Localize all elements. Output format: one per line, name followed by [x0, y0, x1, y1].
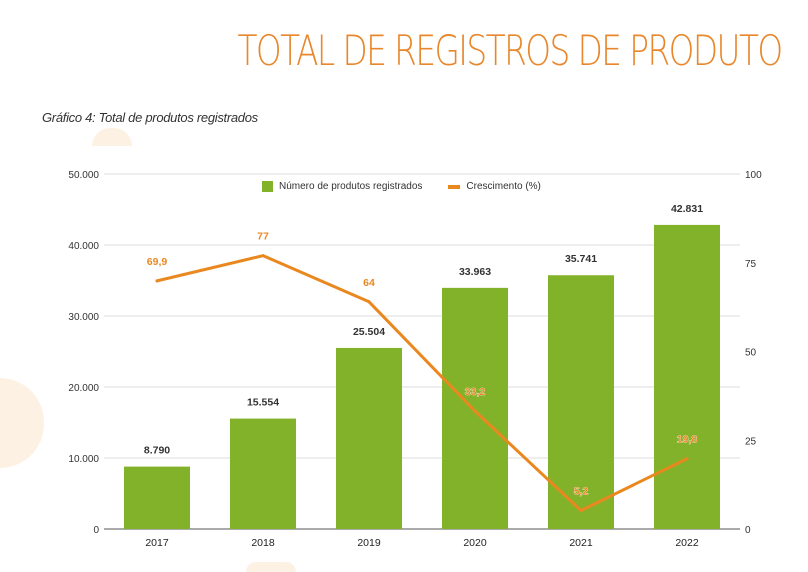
bar-value-label: 8.790 [144, 445, 170, 457]
bar [230, 418, 296, 529]
growth-line [155, 254, 689, 513]
legend-label-bars: Número de produtos registrados [279, 181, 423, 192]
x-axis-tick-label: 2018 [251, 537, 275, 549]
x-axis-tick-label: 2017 [145, 537, 169, 549]
right-axis-ticks: 0 25 50 75 100 [745, 170, 762, 536]
line-point [579, 509, 583, 513]
line-series [155, 254, 689, 513]
left-axis-tick-label: 0 [93, 525, 99, 536]
legend-swatch-line [448, 184, 461, 189]
right-axis-tick-label: 50 [745, 348, 757, 359]
left-axis-ticks: 0 10.000 20.000 30.000 40.000 50.000 [68, 170, 99, 536]
line-value-label: 64 [363, 277, 375, 289]
left-axis-tick-label: 20.000 [68, 383, 99, 394]
bar [654, 224, 720, 529]
legend-item-line: Crescimento (%) [448, 181, 541, 192]
line-value-label: 5,2 [574, 486, 589, 498]
decorative-shape-bottom [246, 562, 296, 572]
right-axis-tick-label: 100 [745, 170, 762, 181]
bar-value-label: 25.504 [353, 326, 385, 338]
line-point [473, 409, 477, 413]
bar [336, 347, 402, 529]
left-axis-tick-label: 30.000 [68, 312, 99, 323]
bar-value-label: 42.831 [671, 203, 703, 215]
line-point [155, 279, 159, 283]
bar [548, 275, 614, 529]
line-value-label: 19,8 [677, 434, 698, 446]
right-axis-tick-label: 0 [745, 525, 751, 536]
left-axis-tick-label: 10.000 [68, 454, 99, 465]
bar-value-label: 33.963 [459, 266, 491, 278]
bar-value-label: 15.554 [247, 397, 279, 409]
line-point [367, 300, 371, 304]
right-axis-tick-label: 25 [745, 436, 757, 447]
line-value-label: 77 [257, 231, 269, 243]
bar-series [124, 224, 720, 529]
x-axis-tick-label: 2019 [357, 537, 381, 549]
legend-swatch-bars [262, 181, 273, 192]
line-point [261, 254, 265, 258]
x-axis-tick-label: 2020 [463, 537, 487, 549]
grid-lines [104, 173, 740, 530]
bar [124, 466, 190, 529]
line-data-labels: 69,9 77 64 33,2 5,2 19,8 [146, 230, 698, 498]
line-value-label: 33,2 [465, 386, 486, 398]
bar-value-label: 35.741 [565, 253, 597, 265]
bar-data-labels: 8.790 15.554 25.504 33.963 35.741 42.831 [144, 203, 703, 457]
page-title: TOTAL DE REGISTROS DE PRODUTO [237, 26, 784, 75]
chart-legend: Número de produtos registrados Crescimen… [262, 181, 541, 192]
figure-caption: Gráfico 4: Total de produtos registrados [42, 110, 258, 125]
line-value-label: 69,9 [147, 256, 168, 268]
x-axis-tick-label: 2021 [569, 537, 593, 549]
x-axis-tick-label: 2022 [675, 537, 699, 549]
left-axis-tick-label: 50.000 [68, 170, 99, 181]
legend-label-line: Crescimento (%) [466, 181, 541, 192]
right-axis-tick-label: 75 [745, 259, 757, 270]
x-axis-tick-labels: 2017 2018 2019 2020 2021 2022 [145, 537, 699, 549]
legend-item-bars: Número de produtos registrados [262, 181, 422, 192]
left-axis-tick-label: 40.000 [68, 241, 99, 252]
bar [442, 287, 508, 529]
decorative-shape-top [92, 128, 132, 146]
line-point [685, 457, 689, 461]
